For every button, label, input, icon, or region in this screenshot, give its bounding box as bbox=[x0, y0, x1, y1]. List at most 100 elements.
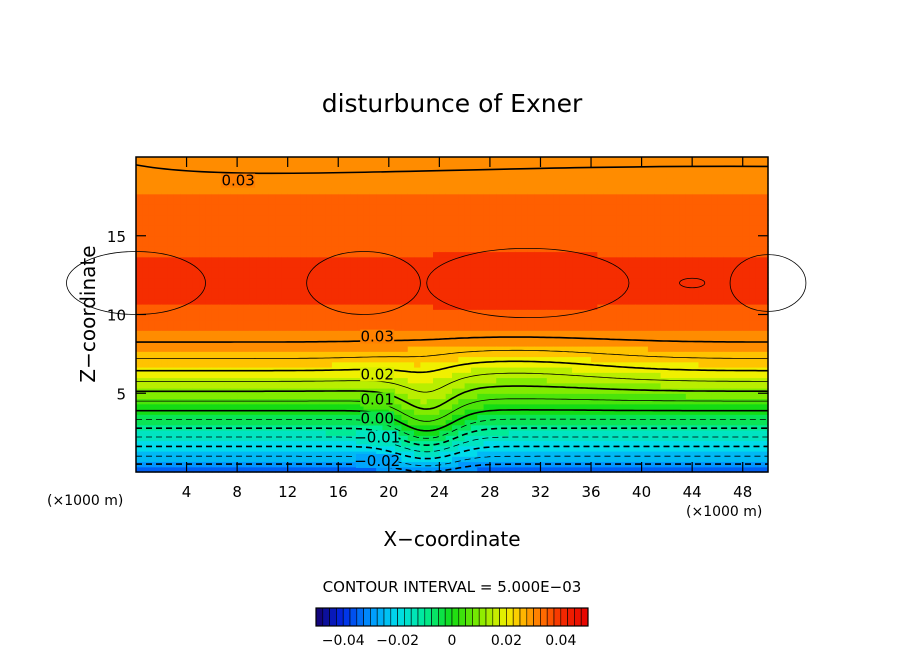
field-cell bbox=[464, 382, 472, 389]
field-cell bbox=[401, 325, 409, 331]
field-cell bbox=[350, 304, 358, 310]
field-cell bbox=[540, 262, 548, 268]
field-cell bbox=[534, 230, 542, 237]
field-cell bbox=[199, 256, 207, 263]
field-cell bbox=[496, 241, 504, 247]
field-cell bbox=[268, 157, 276, 163]
field-cell bbox=[534, 251, 542, 258]
field-cell bbox=[249, 230, 257, 237]
field-cell bbox=[173, 346, 181, 352]
field-cell bbox=[610, 167, 617, 174]
field-cell bbox=[540, 351, 548, 358]
field-cell bbox=[407, 204, 415, 211]
field-cell bbox=[312, 220, 320, 226]
field-cell bbox=[439, 319, 447, 326]
field-cell bbox=[458, 451, 466, 457]
field-cell bbox=[628, 330, 636, 337]
field-cell bbox=[325, 372, 333, 379]
field-cell bbox=[256, 167, 263, 174]
field-cell bbox=[540, 298, 548, 305]
field-cell bbox=[167, 309, 175, 316]
field-cell bbox=[578, 351, 586, 358]
field-cell bbox=[527, 262, 535, 268]
field-cell bbox=[439, 178, 447, 184]
field-cell bbox=[502, 277, 510, 284]
field-cell bbox=[426, 419, 434, 426]
field-cell bbox=[534, 377, 542, 384]
field-cell bbox=[610, 430, 617, 436]
field-cell bbox=[641, 382, 649, 389]
field-cell bbox=[338, 340, 346, 347]
field-cell bbox=[584, 351, 592, 358]
field-cell bbox=[534, 451, 542, 457]
field-cell bbox=[635, 256, 643, 263]
field-cell bbox=[584, 435, 592, 442]
field-cell bbox=[445, 204, 453, 211]
field-cell bbox=[610, 461, 617, 468]
field-cell bbox=[622, 319, 630, 326]
field-cell bbox=[464, 235, 472, 242]
field-cell bbox=[534, 372, 542, 379]
field-cell bbox=[407, 298, 415, 305]
field-cell bbox=[610, 272, 617, 279]
field-cell bbox=[496, 167, 504, 174]
field-cell bbox=[603, 298, 611, 305]
field-cell bbox=[521, 414, 529, 421]
field-cell bbox=[628, 214, 636, 221]
field-cell bbox=[281, 451, 289, 457]
field-cell bbox=[237, 272, 245, 279]
field-cell bbox=[319, 351, 327, 358]
field-cell bbox=[508, 335, 516, 342]
field-cell bbox=[610, 288, 617, 295]
field-cell bbox=[439, 230, 447, 237]
field-cell bbox=[445, 172, 453, 179]
field-cell bbox=[635, 288, 643, 295]
field-cell bbox=[470, 456, 478, 463]
field-cell bbox=[647, 430, 655, 436]
field-cell bbox=[452, 235, 459, 242]
field-cell bbox=[565, 440, 573, 447]
field-cell bbox=[161, 188, 169, 195]
field-cell bbox=[376, 356, 384, 363]
field-cell bbox=[527, 283, 535, 289]
field-cell bbox=[508, 162, 516, 169]
field-cell bbox=[161, 304, 169, 310]
field-cell bbox=[205, 403, 213, 410]
field-cell bbox=[136, 430, 143, 436]
field-cell bbox=[268, 298, 276, 305]
field-cell bbox=[249, 335, 257, 342]
field-cell bbox=[199, 456, 207, 463]
field-cell bbox=[572, 230, 579, 237]
field-cell bbox=[540, 204, 548, 211]
field-cell bbox=[464, 283, 472, 289]
field-cell bbox=[382, 451, 390, 457]
field-cell bbox=[363, 356, 371, 363]
field-cell bbox=[376, 277, 384, 284]
field-cell bbox=[439, 235, 447, 242]
field-cell bbox=[641, 403, 649, 410]
field-cell bbox=[300, 288, 308, 295]
field-cell bbox=[407, 340, 415, 347]
field-cell bbox=[534, 199, 542, 205]
field-cell bbox=[483, 403, 491, 410]
field-cell bbox=[458, 220, 466, 226]
field-cell bbox=[610, 262, 617, 268]
field-cell bbox=[647, 346, 655, 352]
field-cell bbox=[622, 361, 630, 368]
field-cell bbox=[199, 251, 207, 258]
field-cell bbox=[199, 272, 207, 279]
field-cell bbox=[350, 435, 358, 442]
field-cell bbox=[433, 393, 440, 400]
field-cell bbox=[591, 178, 598, 184]
field-cell bbox=[622, 388, 630, 394]
field-cell bbox=[154, 335, 162, 342]
field-cell bbox=[205, 309, 213, 316]
field-cell bbox=[654, 309, 662, 316]
field-cell bbox=[363, 251, 371, 258]
field-cell bbox=[578, 319, 586, 326]
field-cell bbox=[319, 272, 327, 279]
field-cell bbox=[161, 466, 169, 473]
field-cell bbox=[262, 440, 270, 447]
field-cell bbox=[294, 188, 301, 195]
field-cell bbox=[452, 277, 459, 284]
